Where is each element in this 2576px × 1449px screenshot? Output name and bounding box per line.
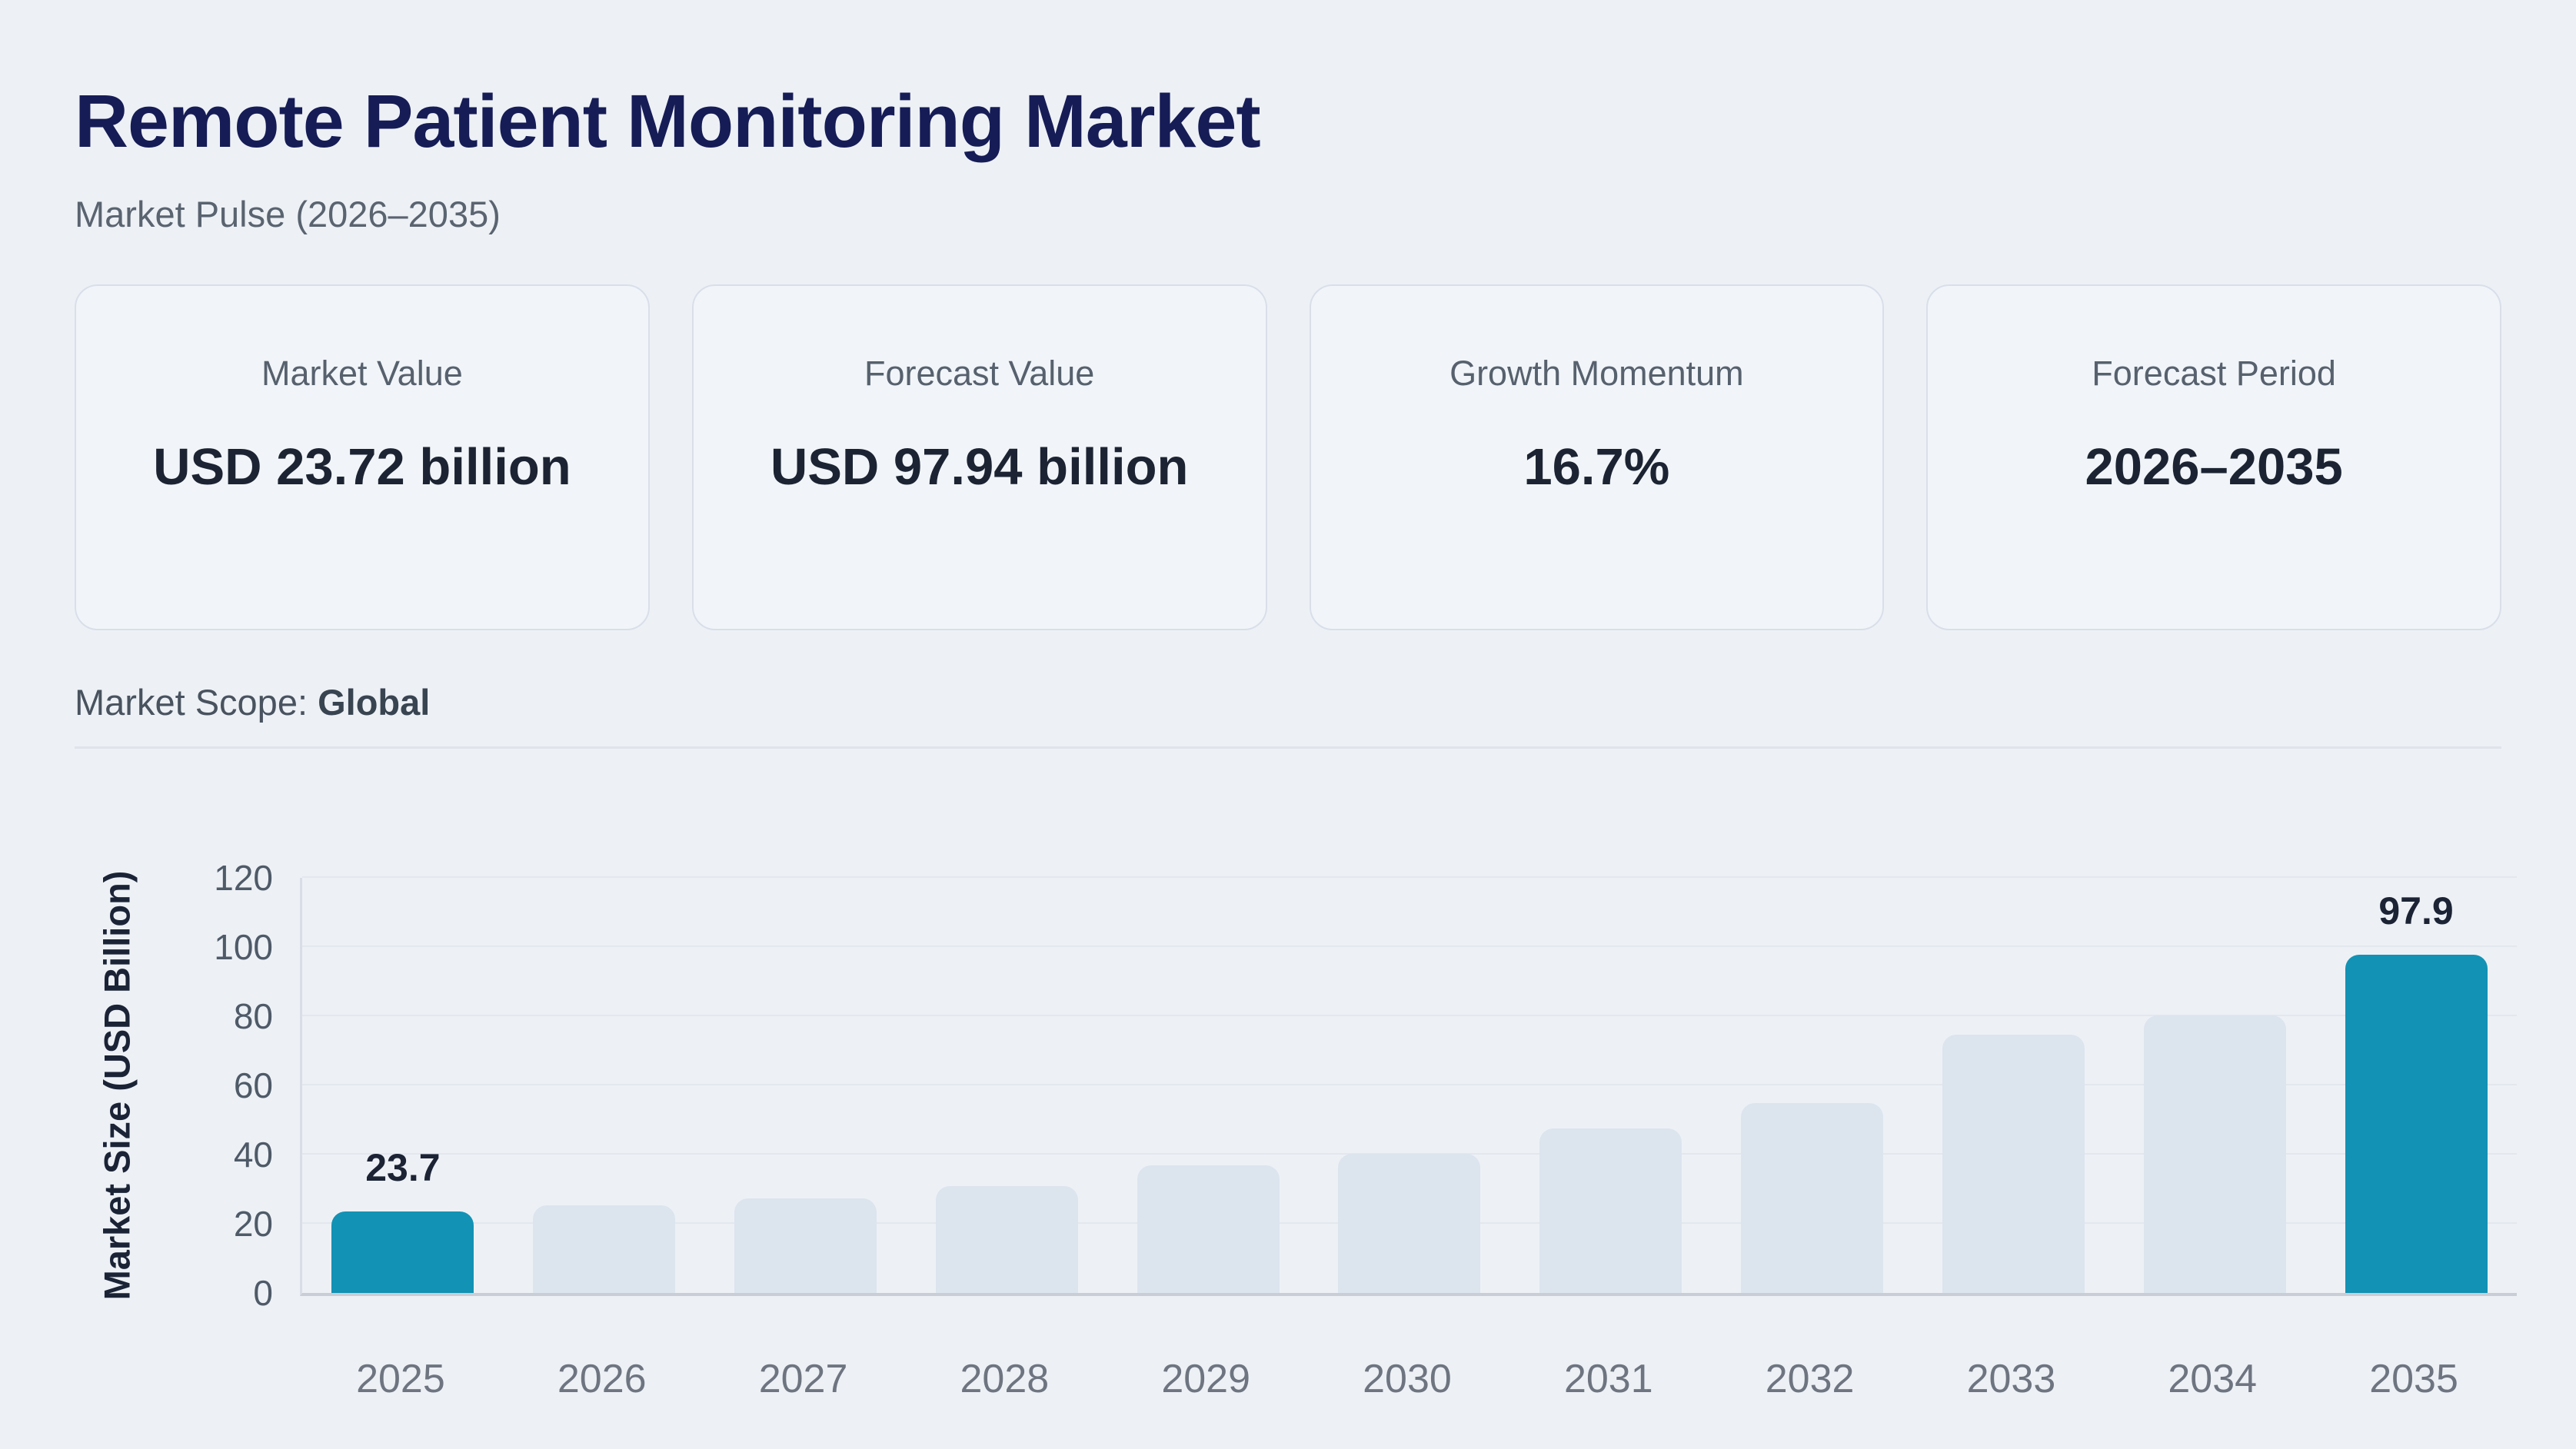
- bar-2035: [2345, 954, 2488, 1294]
- bar-2025: [331, 1211, 474, 1294]
- page-title: Remote Patient Monitoring Market: [75, 79, 1261, 163]
- section-divider: [75, 746, 2501, 749]
- y-axis-ticks: 0 20 40 60 80 100 120: [75, 860, 273, 1311]
- bar-slot: [1913, 878, 2115, 1294]
- y-tick-label: 120: [214, 858, 273, 899]
- stat-cards: Market Value USD 23.72 billion Forecast …: [75, 284, 2501, 631]
- stat-card-value: 2026–2035: [2085, 438, 2343, 497]
- market-scope: Market Scope: Global: [75, 681, 2501, 723]
- x-tick-label: 2029: [1161, 1357, 1250, 1402]
- market-size-chart: Market Size (USD Billion) 0 20 40 60 80 100 12…: [75, 749, 2517, 1425]
- bar-2027: [734, 1198, 877, 1294]
- x-tick-label: 2031: [1563, 1357, 1653, 1402]
- x-tick-label: 2032: [1765, 1357, 1855, 1402]
- bar-2034: [2143, 1015, 2286, 1294]
- market-scope-label: Market Scope:: [75, 682, 308, 723]
- x-tick-label: 2034: [2168, 1357, 2258, 1402]
- bar-slot: 97.9: [2315, 878, 2517, 1294]
- bar-slot: 23.7: [302, 878, 504, 1294]
- y-tick-label: 20: [233, 1204, 273, 1245]
- bar-slot: [504, 878, 705, 1294]
- y-tick-label: 100: [214, 927, 273, 968]
- stat-card-value: USD 23.72 billion: [153, 438, 571, 497]
- bar-slot: [2114, 878, 2315, 1294]
- stat-card-label: Forecast Period: [2092, 354, 2336, 394]
- stat-card-forecast-period: Forecast Period 2026–2035: [1926, 284, 2501, 631]
- bar-slot: [906, 878, 1107, 1294]
- y-tick-label: 0: [253, 1273, 273, 1314]
- x-tick-label: 2035: [2369, 1357, 2458, 1402]
- y-tick-label: 60: [233, 1065, 273, 1106]
- bar-slot: [1309, 878, 1510, 1294]
- x-tick-label: 2033: [1966, 1357, 2056, 1402]
- bar-slot: [1107, 878, 1309, 1294]
- stat-card-growth-momentum: Growth Momentum 16.7%: [1309, 284, 1885, 631]
- stat-card-label: Market Value: [261, 354, 463, 394]
- stat-card-label: Growth Momentum: [1449, 354, 1744, 394]
- bar-value-label: 23.7: [365, 1145, 441, 1189]
- bar-slot: [1510, 878, 1712, 1294]
- stat-card-value: USD 97.94 billion: [770, 438, 1189, 497]
- gridline: [302, 946, 2517, 948]
- plot-area: 23.7 97.9: [300, 876, 2517, 1297]
- bar-2032: [1741, 1102, 1884, 1294]
- stat-card-value: 16.7%: [1523, 438, 1670, 497]
- x-tick-label: 2028: [960, 1357, 1050, 1402]
- bar-slot: [1712, 878, 1913, 1294]
- x-tick-label: 2025: [356, 1357, 445, 1402]
- bar-value-label: 97.9: [2378, 889, 2454, 932]
- stat-card-forecast-value: Forecast Value USD 97.94 billion: [691, 284, 1267, 631]
- page-subtitle: Market Pulse (2026–2035): [75, 194, 501, 235]
- bar-2033: [1942, 1034, 2085, 1294]
- gridline: [302, 1015, 2517, 1017]
- x-axis-labels: 2025 2026 2027 2028 2029 2030 2031 2032 2033 2034…: [300, 1356, 2514, 1402]
- bar-2026: [533, 1205, 676, 1294]
- stat-card-market-value: Market Value USD 23.72 billion: [75, 284, 650, 631]
- gridline: [302, 876, 2517, 879]
- bar-group: 23.7 97.9: [302, 878, 2517, 1294]
- x-tick-label: 2027: [758, 1357, 848, 1402]
- y-tick-label: 40: [233, 1135, 273, 1175]
- bar-slot: [705, 878, 907, 1294]
- bar-2028: [935, 1185, 1078, 1294]
- bar-2030: [1338, 1154, 1481, 1294]
- x-tick-label: 2030: [1363, 1357, 1452, 1402]
- x-tick-label: 2026: [557, 1357, 647, 1402]
- y-tick-label: 80: [233, 996, 273, 1037]
- bar-2031: [1539, 1128, 1682, 1294]
- stat-card-label: Forecast Value: [864, 354, 1095, 394]
- bar-2029: [1137, 1165, 1280, 1294]
- market-scope-value: Global: [318, 682, 431, 723]
- gridline: [302, 1084, 2517, 1086]
